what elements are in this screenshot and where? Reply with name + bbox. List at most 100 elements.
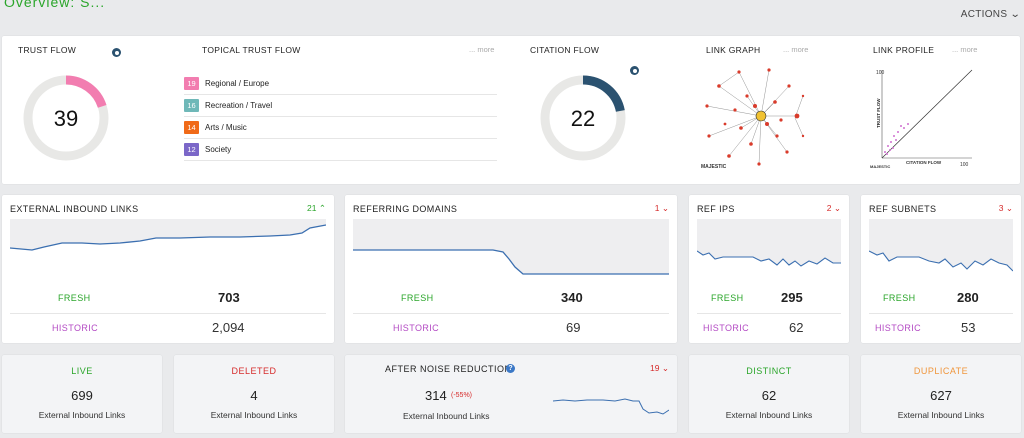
historic-label: HISTORIC [393,323,440,333]
sparkline [869,219,1013,275]
chevron-down-icon: ⌄ [833,203,841,213]
distinct-subtitle: External Inbound Links [725,410,813,420]
delta-badge[interactable]: 19 ⌄ [650,363,669,373]
noise-reduction-card: AFTER NOISE REDUCTION ? 19 ⌄ 314 (-55%) … [345,355,677,433]
live-title: LIVE [71,366,93,376]
page-title: Overview: S... [4,0,106,8]
historic-value: 53 [961,320,976,335]
divider [869,313,1013,314]
fresh-label: FRESH [883,293,916,303]
summary-card: TRUST FLOW 39 TOPICAL TRUST FLOW ... mor… [2,36,1020,184]
y-axis-label: TRUST FLOW [876,98,881,128]
citation-flow-donut: 22 [540,75,626,161]
chevron-down-icon: ⌄ [661,203,669,213]
delta-badge[interactable]: 21 ⌃ [307,203,326,213]
actions-menu[interactable]: ACTIONS ⌄ [960,9,1022,20]
trust-flow-donut: 39 [23,75,109,161]
topical-item[interactable]: 12 Society [184,139,497,161]
ref-subnets-card: REF SUBNETS 3 ⌄ FRESH 280 HISTORIC 53 [861,195,1021,343]
topical-label: Regional / Europe [205,79,270,88]
delta-badge[interactable]: 2 ⌄ [826,203,841,213]
topical-item[interactable]: 16 Recreation / Travel [184,95,497,117]
delta-badge[interactable]: 3 ⌄ [998,203,1013,213]
deleted-links-card: DELETED 4 External Inbound Links [174,355,334,433]
historic-value: 69 [566,320,581,335]
historic-value: 2,094 [212,320,245,335]
topical-label: Recreation / Travel [205,101,273,110]
historic-label: HISTORIC [52,323,99,333]
deleted-title: DELETED [231,366,277,376]
topical-trust-flow-title: TOPICAL TRUST FLOW [202,45,301,55]
fresh-label: FRESH [401,293,434,303]
duplicate-subtitle: External Inbound Links [897,410,985,420]
metric-title: REF SUBNETS [869,204,937,214]
actions-label: ACTIONS [960,9,1008,20]
topical-label: Society [205,145,232,154]
info-icon[interactable] [630,66,639,75]
trust-flow-title: TRUST FLOW [18,45,77,55]
majestic-logo: MAJESTIC [701,164,727,170]
topical-score-badge: 19 [184,77,199,90]
duplicate-title: DUPLICATE [913,366,969,376]
chevron-up-icon: ⌃ [318,203,326,213]
external-inbound-links-card: EXTERNAL INBOUND LINKS 21 ⌃ FRESH 703 HI… [2,195,334,343]
info-icon[interactable] [112,48,121,57]
sparkline [10,219,326,267]
fresh-value: 340 [561,290,583,305]
duplicate-value: 627 [930,388,952,403]
noise-percent: (-55%) [451,392,473,399]
link-profile-scatter[interactable]: 100 100 TRUST FLOW CITATION FLOW MAJESTI… [868,66,978,170]
fresh-value: 295 [781,290,803,305]
metric-title: REFERRING DOMAINS [353,204,458,214]
x-axis-max: 100 [960,162,969,168]
deleted-value: 4 [250,388,258,403]
ref-ips-card: REF IPS 2 ⌄ FRESH 295 HISTORIC 62 [689,195,849,343]
fresh-value: 703 [218,290,240,305]
topical-score-badge: 14 [184,121,199,134]
citation-flow-title: CITATION FLOW [530,45,600,55]
majestic-logo: MAJESTIC [870,164,890,169]
link-profile-title: LINK PROFILE [873,45,935,55]
topical-label: Arts / Music [205,123,247,132]
historic-value: 62 [789,320,804,335]
live-value: 699 [71,388,93,403]
topical-item[interactable]: 14 Arts / Music [184,117,497,139]
y-axis-max: 100 [876,70,885,76]
link-profile-more-link[interactable]: ... more [952,45,978,54]
x-axis-label: CITATION FLOW [906,160,942,165]
live-links-card: LIVE 699 External Inbound Links [2,355,162,433]
sparkline [697,219,841,275]
metric-title: REF IPS [697,204,735,214]
topical-score-badge: 12 [184,143,199,156]
help-icon[interactable]: ? [506,364,515,373]
delta-badge[interactable]: 1 ⌄ [654,203,669,213]
divider [10,313,326,314]
divider [697,313,841,314]
live-subtitle: External Inbound Links [38,410,126,420]
link-graph-more-link[interactable]: ... more [783,45,809,54]
topical-item[interactable]: 19 Regional / Europe [184,73,497,95]
trust-flow-value: 39 [54,106,78,131]
link-graph-title: LINK GRAPH [706,45,761,55]
chevron-down-icon: ⌄ [661,363,669,373]
fresh-label: FRESH [58,293,91,303]
noise-title: AFTER NOISE REDUCTION [385,364,512,374]
topical-more-link[interactable]: ... more [469,45,495,54]
fresh-label: FRESH [711,293,744,303]
link-graph-image[interactable]: MAJESTIC [699,66,809,170]
chevron-down-icon: ⌄ [1010,9,1022,20]
deleted-subtitle: External Inbound Links [210,410,298,420]
historic-label: HISTORIC [703,323,750,333]
noise-value: 314 [425,388,447,403]
distinct-value: 62 [761,388,777,403]
referring-domains-card: REFERRING DOMAINS 1 ⌄ FRESH 340 HISTORIC… [345,195,677,343]
topical-score-badge: 16 [184,99,199,112]
citation-flow-value: 22 [571,106,595,131]
fresh-value: 280 [957,290,979,305]
historic-label: HISTORIC [875,323,922,333]
divider [353,313,669,314]
distinct-links-card: DISTINCT 62 External Inbound Links [689,355,849,433]
noise-sparkline [553,398,669,415]
duplicate-links-card: DUPLICATE 627 External Inbound Links [861,355,1021,433]
distinct-title: DISTINCT [746,366,792,376]
